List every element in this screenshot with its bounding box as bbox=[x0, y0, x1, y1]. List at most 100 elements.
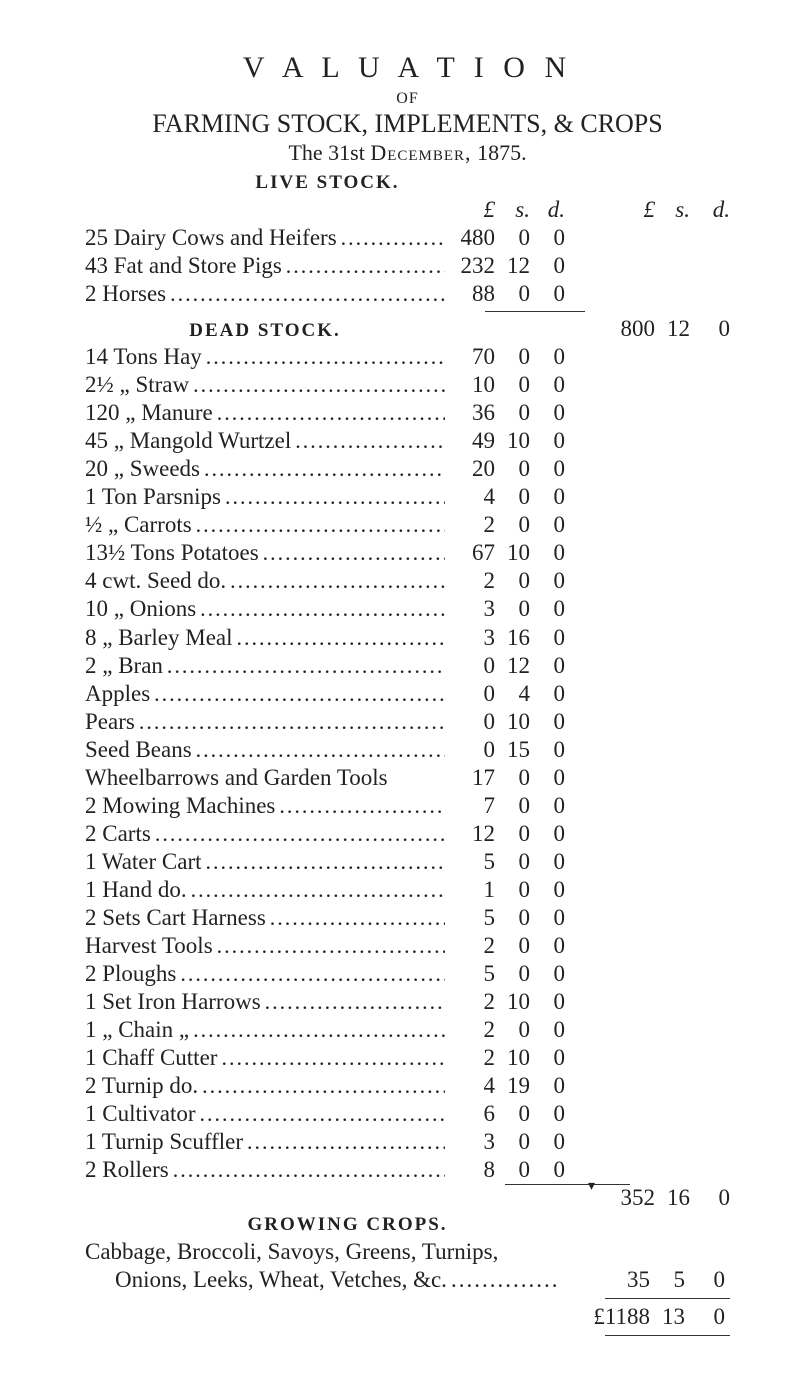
row-shillings: 10 bbox=[495, 427, 530, 455]
row-dots: ........................................… bbox=[217, 1045, 445, 1072]
row-pounds: 8 bbox=[445, 1156, 495, 1184]
subhead-dead-stock: DEAD STOCK. bbox=[85, 319, 445, 342]
row-pounds: 5 bbox=[445, 960, 495, 988]
growing-crops-block: Cabbage, Broccoli, Savoys, Greens, Turni… bbox=[85, 1238, 730, 1294]
row-desc: 1 Ton Parsnips..........................… bbox=[85, 483, 445, 511]
row-pence: 0 bbox=[530, 988, 565, 1016]
row-pence: 0 bbox=[530, 904, 565, 932]
row-pence: 0 bbox=[530, 280, 565, 308]
row-pounds: 2 bbox=[445, 1044, 495, 1072]
dead-stock-row: 8 „ Barley Meal.........................… bbox=[85, 624, 730, 652]
row-pence: 0 bbox=[530, 399, 565, 427]
row-label: Wheelbarrows and Garden Tools bbox=[85, 764, 388, 792]
dead-stock-row: 1 Set Iron Harrows......................… bbox=[85, 988, 730, 1016]
col-headers: £ s. d. £ s. d. bbox=[85, 196, 730, 224]
live-subtotal-pounds: 800 bbox=[595, 315, 655, 343]
row-pence: 0 bbox=[530, 455, 565, 483]
row-shillings: 15 bbox=[495, 736, 530, 764]
row-shillings: 10 bbox=[495, 708, 530, 736]
row-dots: ........................................… bbox=[233, 625, 445, 652]
page: V A L U A T I O N OF FARMING STOCK, IMPL… bbox=[0, 0, 800, 1386]
row-pence: 0 bbox=[530, 736, 565, 764]
row-label: 25 Dairy Cows and Heifers bbox=[85, 224, 337, 252]
dead-stock-row: 2 Turnip do.............................… bbox=[85, 1072, 730, 1100]
row-label: ½ „ Carrots bbox=[85, 511, 192, 539]
row-dots: ........................................… bbox=[150, 681, 445, 708]
dead-stock-row: 2 Ploughs...............................… bbox=[85, 960, 730, 988]
grand-total-pounds: £1188 bbox=[590, 1303, 650, 1331]
row-desc: 1 Hand do...............................… bbox=[85, 876, 445, 904]
row-pence: 0 bbox=[530, 595, 565, 623]
row-dots: ........................................… bbox=[213, 400, 445, 427]
row-pounds: 0 bbox=[445, 708, 495, 736]
row-shillings: 0 bbox=[495, 1156, 530, 1184]
title-date: The 31st December, 1875. bbox=[85, 140, 730, 167]
row-desc: 1 Water Cart............................… bbox=[85, 848, 445, 876]
row-shillings: 12 bbox=[495, 252, 530, 280]
dead-stock-row: 1 Cultivator............................… bbox=[85, 1100, 730, 1128]
row-desc: 2 Turnip do.............................… bbox=[85, 1072, 445, 1100]
dead-stock-row: 2 Sets Cart Harness.....................… bbox=[85, 904, 730, 932]
row-pence: 0 bbox=[530, 1016, 565, 1044]
live-stock-row: 43 Fat and Store Pigs...................… bbox=[85, 252, 730, 280]
row-pounds: 7 bbox=[445, 792, 495, 820]
dead-stock-row: 1 Ton Parsnips..........................… bbox=[85, 483, 730, 511]
row-desc: 2 Horses................................… bbox=[85, 280, 445, 308]
row-shillings: 10 bbox=[495, 1044, 530, 1072]
subhead-growing-crops: GROWING CROPS. bbox=[85, 1213, 730, 1236]
row-shillings: 0 bbox=[495, 960, 530, 988]
dead-stock-row: 120 „ Manure............................… bbox=[85, 399, 730, 427]
row-pounds: 5 bbox=[445, 904, 495, 932]
row-label: 1 Hand do. bbox=[85, 876, 187, 904]
row-pence: 0 bbox=[530, 1100, 565, 1128]
row-dots: ........................................… bbox=[196, 596, 445, 623]
growing-d: 0 bbox=[685, 1266, 725, 1294]
rule-final-top bbox=[605, 1298, 730, 1299]
row-desc: 14 Tons Hay.............................… bbox=[85, 343, 445, 371]
row-shillings: 0 bbox=[495, 1100, 530, 1128]
row-pence: 0 bbox=[530, 764, 565, 792]
row-pounds: 2 bbox=[445, 1016, 495, 1044]
dead-subtotal-d: 0 bbox=[690, 1184, 730, 1212]
row-dots: ........................................… bbox=[266, 905, 445, 932]
row-pounds: 2 bbox=[445, 567, 495, 595]
dead-stock-row: 10 „ Onions.............................… bbox=[85, 595, 730, 623]
row-pence: 0 bbox=[530, 848, 565, 876]
row-pence: 0 bbox=[530, 820, 565, 848]
row-shillings: 0 bbox=[495, 820, 530, 848]
row-label: 2 Turnip do. bbox=[85, 1072, 198, 1100]
row-dots: ........................................… bbox=[166, 281, 445, 308]
row-label: Apples bbox=[85, 680, 150, 708]
row-dots: ........................................… bbox=[200, 456, 445, 483]
dead-stock-row: 2 Carts.................................… bbox=[85, 820, 730, 848]
col-shillings: s. bbox=[495, 196, 530, 224]
row-pence: 0 bbox=[530, 876, 565, 904]
row-dots: ........................................… bbox=[243, 1129, 445, 1156]
row-pounds: 0 bbox=[445, 680, 495, 708]
row-dots: ........................................… bbox=[163, 653, 445, 680]
row-label: Harvest Tools bbox=[85, 932, 213, 960]
dead-subtotal-s: 16 bbox=[655, 1184, 690, 1212]
row-label: 13½ Tons Potatoes bbox=[85, 539, 259, 567]
dead-stock-list: 14 Tons Hay.............................… bbox=[85, 343, 730, 1184]
row-shillings: 0 bbox=[495, 343, 530, 371]
title-valuation: V A L U A T I O N bbox=[85, 50, 730, 89]
date-year: 1875. bbox=[472, 140, 527, 165]
row-pence: 0 bbox=[530, 792, 565, 820]
row-label: 2 „ Bran bbox=[85, 652, 163, 680]
row-desc: 2 Sets Cart Harness.....................… bbox=[85, 904, 445, 932]
grand-total-row: £1188 13 0 bbox=[85, 1303, 730, 1331]
row-shillings: 0 bbox=[495, 567, 530, 595]
row-label: 1 Set Iron Harrows bbox=[85, 988, 261, 1016]
live-stock-row: 2 Horses................................… bbox=[85, 280, 730, 308]
dead-stock-row: Seed Beans..............................… bbox=[85, 736, 730, 764]
row-pounds: 3 bbox=[445, 595, 495, 623]
row-pence: 0 bbox=[530, 680, 565, 708]
row-dots: ........................................… bbox=[221, 484, 445, 511]
row-label: 2 Carts bbox=[85, 820, 151, 848]
dead-stock-row: Pears...................................… bbox=[85, 708, 730, 736]
dead-stock-row: 45 „ Mangold Wurtzel....................… bbox=[85, 427, 730, 455]
row-dots: ........................................… bbox=[226, 568, 445, 595]
row-dots: ........................................… bbox=[198, 1073, 445, 1100]
row-dots: ........................................… bbox=[291, 428, 445, 455]
